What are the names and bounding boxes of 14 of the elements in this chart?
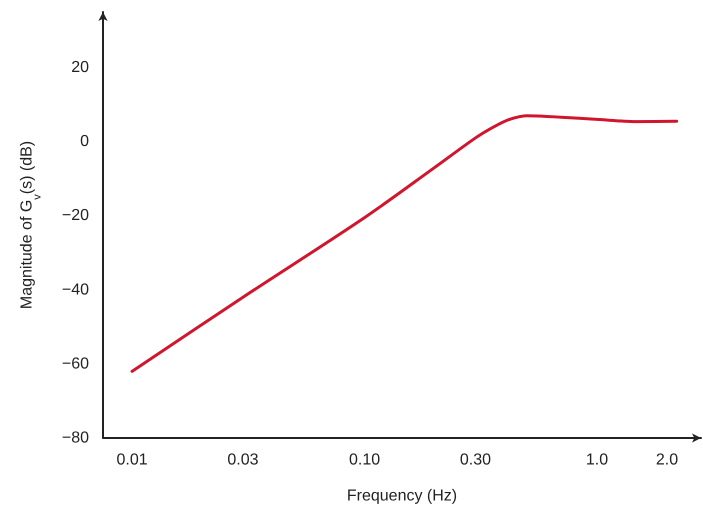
x-tick-label: 1.0 — [586, 452, 608, 468]
y-tick-label: 20 — [71, 59, 90, 76]
x-tick-label: 2.0 — [656, 452, 678, 468]
y-tick-label: −40 — [62, 281, 90, 298]
x-tick-label: 0.01 — [116, 452, 148, 468]
x-tick-label: 0.03 — [227, 452, 259, 468]
x-tick-label: 0.10 — [348, 452, 380, 468]
y-tick-label: −60 — [62, 355, 90, 372]
y-axis-title: Magnitude of Gv(s) (dB) — [18, 140, 44, 310]
y-tick-label: −80 — [62, 430, 90, 446]
x-tick-label: 0.30 — [460, 452, 492, 468]
x-axis-title: Frequency (Hz) — [346, 488, 458, 504]
y-tick-label: 0 — [80, 133, 90, 150]
y-tick-label: −20 — [62, 207, 90, 224]
